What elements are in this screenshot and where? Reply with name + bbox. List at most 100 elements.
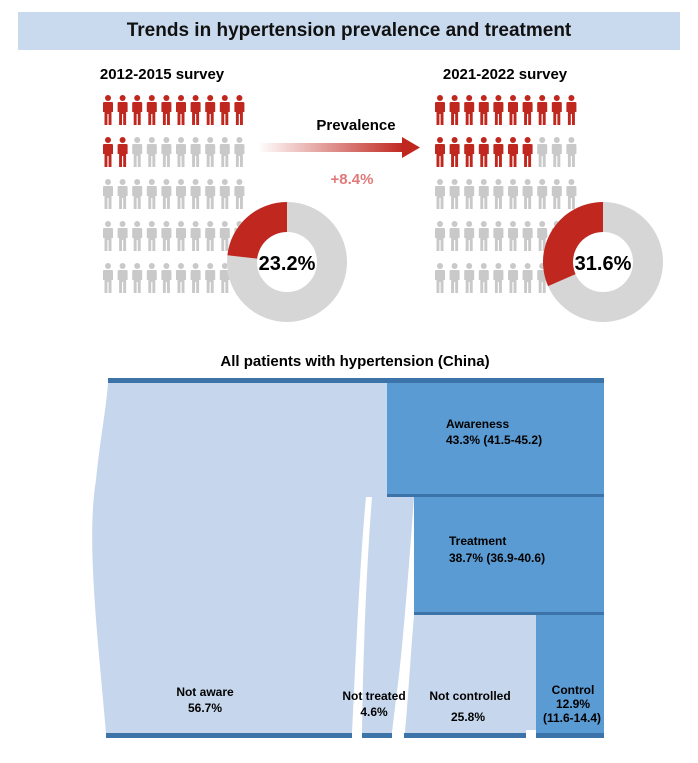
person-icon: [551, 95, 562, 125]
flow-not-aware-ribbon: [92, 383, 396, 733]
person-icon: [493, 95, 504, 125]
awareness-value: 43.3% (41.5-45.2): [446, 433, 542, 447]
person-icon: [522, 221, 533, 251]
person-icon: [478, 137, 489, 167]
person-icon: [435, 95, 445, 125]
person-icon: [219, 95, 230, 125]
person-icon: [435, 179, 445, 209]
person-icon: [161, 137, 172, 167]
person-icon: [493, 263, 504, 293]
person-grid-left: [103, 95, 245, 293]
person-icon: [190, 179, 201, 209]
person-icon: [566, 137, 577, 167]
person-icon: [478, 263, 489, 293]
flow-title: All patients with hypertension (China): [220, 353, 489, 370]
person-icon: [190, 95, 201, 125]
person-icon: [435, 137, 445, 167]
flow-diagram: [92, 378, 604, 740]
person-icon: [219, 221, 230, 251]
person-icon: [522, 95, 533, 125]
donut-right-label: 31.6%: [575, 253, 632, 275]
person-icon: [146, 95, 157, 125]
person-icon: [508, 263, 518, 293]
person-icon: [117, 95, 128, 125]
survey-left-title: 2012-2015 survey: [100, 66, 225, 83]
banner-title: Trends in hypertension prevalence and tr…: [18, 12, 680, 50]
person-icon: [117, 137, 128, 167]
person-icon: [435, 221, 445, 251]
person-icon: [449, 137, 460, 167]
person-icon: [464, 179, 475, 209]
person-icon: [551, 179, 562, 209]
person-icon: [161, 263, 172, 293]
person-icon: [146, 263, 157, 293]
person-icon: [464, 137, 475, 167]
person-icon: [566, 95, 577, 125]
person-icon: [522, 263, 533, 293]
person-icon: [132, 263, 143, 293]
control-box: [536, 615, 604, 733]
person-icon: [205, 95, 216, 125]
person-icon: [537, 179, 548, 209]
person-icon: [103, 137, 113, 167]
person-icon: [478, 221, 489, 251]
awareness-box: [387, 383, 604, 497]
person-icon: [146, 179, 157, 209]
treatment-box: [414, 497, 604, 614]
person-icon: [449, 95, 460, 125]
person-icon: [146, 137, 157, 167]
donut-right: [543, 202, 663, 322]
control-label: Control: [552, 683, 595, 697]
person-icon: [508, 137, 518, 167]
person-icon: [449, 263, 460, 293]
person-icon: [508, 179, 518, 209]
person-icon: [449, 221, 460, 251]
person-icon: [464, 221, 475, 251]
not-controlled-label: Not controlled: [429, 689, 510, 703]
person-icon: [234, 179, 245, 209]
control-value: 12.9%: [556, 697, 590, 711]
person-icon: [219, 263, 230, 293]
person-icon: [478, 95, 489, 125]
person-icon: [117, 221, 128, 251]
person-icon: [176, 263, 186, 293]
person-icon: [522, 137, 533, 167]
person-icon: [537, 221, 548, 251]
person-icon: [146, 221, 157, 251]
person-icon: [493, 221, 504, 251]
person-icon: [537, 95, 548, 125]
person-icon: [103, 179, 113, 209]
not-controlled-value: 25.8%: [451, 710, 485, 724]
person-icon: [493, 137, 504, 167]
not-aware-value: 56.7%: [188, 701, 222, 715]
person-icon: [551, 137, 562, 167]
person-icon: [132, 179, 143, 209]
donut-right-red-arc: [543, 202, 603, 287]
person-icon: [176, 137, 186, 167]
person-icon: [205, 179, 216, 209]
flow-top-bar: [108, 378, 604, 383]
person-icon: [478, 179, 489, 209]
person-icon: [190, 221, 201, 251]
person-icon: [449, 179, 460, 209]
not-aware-label: Not aware: [176, 685, 234, 699]
person-icon: [537, 137, 548, 167]
person-icon: [132, 221, 143, 251]
person-icon: [132, 137, 143, 167]
person-icon: [205, 263, 216, 293]
person-icon: [205, 137, 216, 167]
arrow-change: +8.4%: [331, 171, 374, 188]
person-icon: [103, 95, 113, 125]
person-icon: [161, 221, 172, 251]
person-icon: [464, 95, 475, 125]
arrow-label: Prevalence: [316, 117, 395, 134]
person-icon: [464, 263, 475, 293]
donut-left-label: 23.2%: [259, 253, 316, 275]
donut-left-red-arc: [227, 202, 287, 259]
person-icon: [219, 137, 230, 167]
control-ci: (11.6-14.4): [543, 711, 601, 725]
right-arrow-icon: [258, 137, 420, 158]
not-treated-label: Not treated: [342, 689, 405, 703]
not-treated-value: 4.6%: [360, 705, 388, 719]
